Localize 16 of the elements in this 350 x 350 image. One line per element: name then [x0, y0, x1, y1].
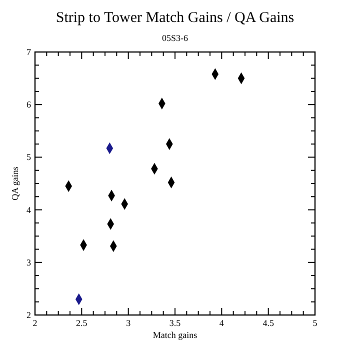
y-tick-label: 4 [26, 204, 32, 215]
chart-title: Strip to Tower Match Gains / QA Gains [56, 10, 294, 26]
y-tick-label: 5 [26, 152, 32, 162]
x-tick-label: 4.5 [262, 318, 274, 328]
x-tick-label: 2.5 [76, 318, 88, 328]
y-tick-label: 7 [26, 47, 32, 57]
y-axis-title: QA gains [10, 166, 20, 200]
y-tick-label: 6 [26, 100, 32, 110]
x-axis-title: Match gains [152, 330, 198, 340]
x-tick-label: 5 [312, 318, 318, 328]
x-tick-label: 3 [126, 318, 132, 328]
y-tick-label: 2 [26, 310, 31, 320]
y-tick-label: 3 [26, 257, 32, 268]
x-tick-label: 4 [219, 318, 224, 328]
chart-subtitle: 05S3-6 [162, 33, 188, 43]
x-tick-label: 3.5 [169, 318, 182, 328]
